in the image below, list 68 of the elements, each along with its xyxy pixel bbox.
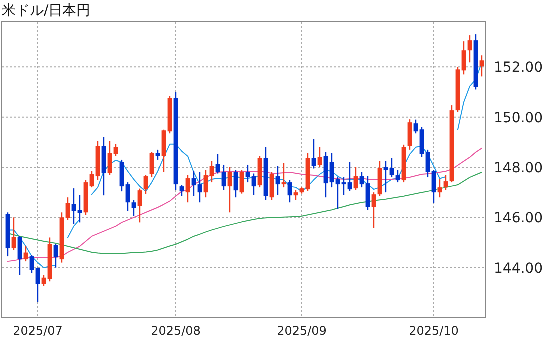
candlestick	[360, 172, 364, 188]
candlestick	[288, 179, 292, 204]
candlestick	[396, 169, 400, 184]
candlestick	[438, 178, 442, 198]
candlestick	[54, 243, 58, 268]
candlestick	[150, 152, 154, 178]
candlestick	[372, 192, 376, 230]
x-tick-label: 2025/08	[151, 324, 201, 338]
candlestick	[468, 34, 472, 64]
candlestick	[390, 158, 394, 178]
candlestick	[30, 254, 34, 274]
candlestick	[432, 169, 436, 204]
candlestick	[126, 182, 130, 212]
candlestick	[90, 170, 94, 188]
candlestick	[426, 149, 430, 178]
candlestick	[72, 188, 76, 226]
y-tick-label: 148.00	[494, 160, 543, 176]
candlestick	[36, 267, 40, 304]
candlestick	[240, 169, 244, 194]
candlestick	[234, 169, 238, 198]
x-tick-label: 2025/10	[409, 324, 459, 338]
candlestick	[108, 140, 112, 176]
y-tick-label: 146.00	[494, 210, 543, 227]
candlestick	[294, 189, 298, 201]
candlestick	[222, 164, 226, 191]
candlestick	[228, 166, 232, 214]
candlestick	[318, 146, 322, 168]
candlestick	[144, 174, 148, 195]
candlestick	[114, 144, 118, 157]
x-tick-label: 2025/09	[277, 324, 327, 338]
candlestick	[252, 173, 256, 196]
candlestick	[312, 138, 316, 170]
candlestick	[414, 119, 418, 134]
y-tick-label: 150.00	[494, 110, 543, 126]
candlestick	[462, 40, 466, 76]
candlestick	[198, 172, 202, 204]
candlestick	[366, 176, 370, 211]
candlestick	[348, 162, 352, 192]
candlestick	[210, 160, 214, 184]
candlestick	[18, 236, 22, 276]
candlestick	[186, 174, 190, 204]
candlestick	[444, 174, 448, 191]
candlestick	[246, 164, 250, 184]
y-tick-label: 144.00	[494, 260, 543, 277]
candlestick	[42, 274, 46, 287]
candlestick	[12, 217, 16, 251]
candlestick	[330, 152, 334, 188]
candlestick	[138, 188, 142, 224]
candlestick	[180, 184, 184, 197]
candlestick	[408, 118, 412, 151]
candlestick	[336, 176, 340, 210]
candlestick	[384, 160, 388, 194]
candlestick	[192, 170, 196, 197]
candlestick	[354, 166, 358, 191]
candlestick	[480, 55, 484, 78]
candlestick	[66, 196, 70, 221]
candlestick	[342, 176, 346, 196]
candlestick	[78, 194, 82, 224]
candlestick	[270, 172, 274, 201]
candlestick	[204, 170, 208, 198]
candlestick	[132, 200, 136, 218]
candlestick	[216, 154, 220, 174]
chart-title: 米ドル/日本円	[2, 3, 91, 19]
candlestick	[156, 149, 160, 161]
y-tick-label: 152.00	[494, 60, 543, 76]
candlestick	[282, 162, 286, 188]
candlestick	[276, 166, 280, 196]
x-tick-label: 2025/07	[13, 324, 63, 338]
